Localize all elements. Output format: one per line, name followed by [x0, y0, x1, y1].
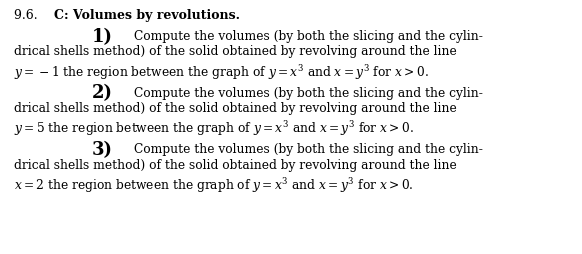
Text: drical shells method) of the solid obtained by revolving around the line: drical shells method) of the solid obtai… — [14, 102, 457, 115]
Text: drical shells method) of the solid obtained by revolving around the line: drical shells method) of the solid obtai… — [14, 45, 457, 58]
Text: 3): 3) — [92, 141, 113, 159]
Text: C: Volumes by revolutions.: C: Volumes by revolutions. — [54, 9, 240, 22]
Text: $y=5$ the region between the graph of $y=x^3$ and $x=y^3$ for $x>0$.: $y=5$ the region between the graph of $y… — [14, 119, 414, 138]
Text: $x=2$ the region between the graph of $y=x^3$ and $x=y^3$ for $x>0$.: $x=2$ the region between the graph of $y… — [14, 176, 414, 195]
Text: 9.6.: 9.6. — [14, 9, 45, 22]
Text: drical shells method) of the solid obtained by revolving around the line: drical shells method) of the solid obtai… — [14, 158, 457, 171]
Text: 1): 1) — [92, 28, 113, 46]
Text: Compute the volumes (by both the slicing and the cylin-: Compute the volumes (by both the slicing… — [134, 143, 483, 156]
Text: Compute the volumes (by both the slicing and the cylin-: Compute the volumes (by both the slicing… — [134, 87, 483, 100]
Text: 2): 2) — [92, 85, 113, 103]
Text: $y=-1$ the region between the graph of $y=x^3$ and $x=y^3$ for $x>0$.: $y=-1$ the region between the graph of $… — [14, 63, 429, 82]
Text: Compute the volumes (by both the slicing and the cylin-: Compute the volumes (by both the slicing… — [134, 30, 483, 43]
